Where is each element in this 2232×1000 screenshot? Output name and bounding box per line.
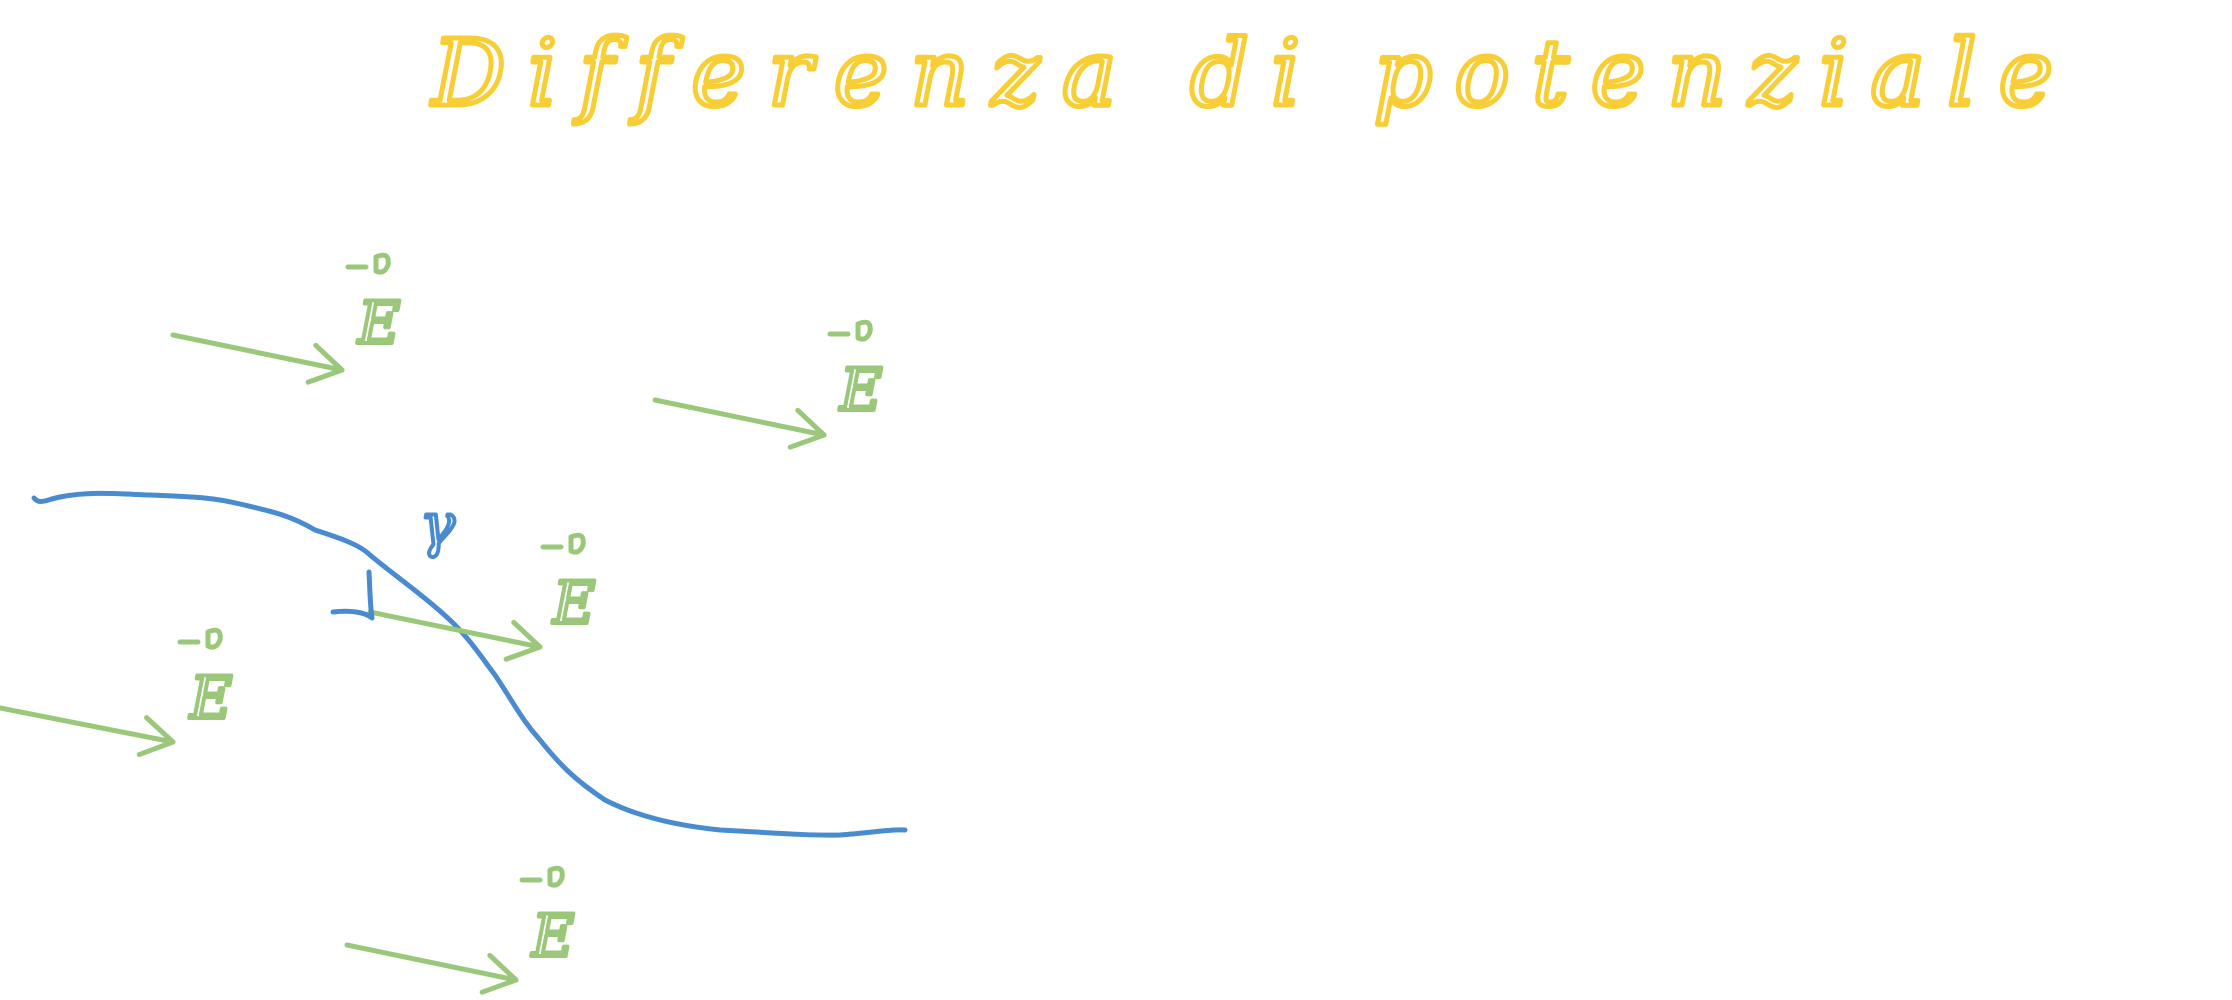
vector-arrow-mark bbox=[519, 865, 565, 888]
field-label: E bbox=[839, 356, 882, 424]
field-label: E bbox=[531, 902, 574, 970]
field-arrow-shaft bbox=[170, 332, 345, 373]
field-arrowhead bbox=[787, 407, 827, 450]
field-arrowhead bbox=[305, 342, 345, 385]
curve-tangent-arrow bbox=[330, 569, 375, 621]
field-vectors: E E E E E bbox=[0, 252, 884, 995]
vector-arrow-mark bbox=[345, 252, 391, 275]
field-label: E bbox=[189, 664, 232, 732]
field-arrow-shaft bbox=[344, 942, 519, 983]
field-label: E bbox=[357, 289, 400, 357]
vector-arrow-mark bbox=[540, 532, 586, 555]
field-vector-2: E bbox=[652, 319, 884, 450]
vector-arrow-mark bbox=[827, 319, 873, 342]
field-vector-4: E bbox=[0, 627, 234, 758]
curve-gamma-label: γ bbox=[420, 491, 455, 559]
field-arrowhead bbox=[136, 715, 176, 758]
field-arrow-shaft bbox=[0, 705, 176, 745]
field-vector-5: E bbox=[344, 865, 576, 995]
vector-arrow-mark bbox=[177, 627, 223, 650]
field-vector-1: E bbox=[170, 252, 402, 385]
field-vector-3: E bbox=[367, 532, 597, 662]
field-arrowhead bbox=[503, 619, 543, 662]
page-title: Differenza di potenziale bbox=[430, 20, 2075, 127]
curve-gamma bbox=[31, 490, 908, 838]
field-label: E bbox=[552, 569, 595, 637]
field-arrowhead bbox=[479, 952, 519, 995]
field-arrow-shaft bbox=[367, 609, 543, 650]
field-arrow-shaft bbox=[652, 397, 827, 438]
